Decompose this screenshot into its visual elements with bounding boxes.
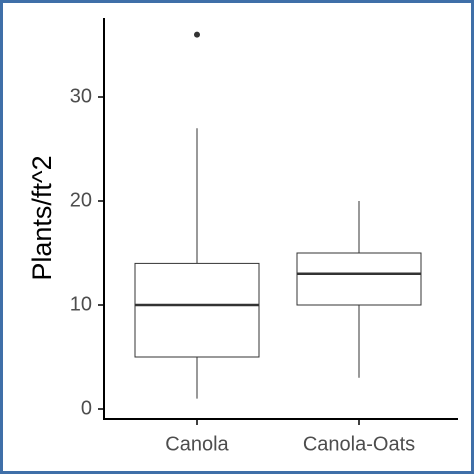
y-tick-label-30: 30	[70, 85, 92, 107]
outlier-point-canola-0	[194, 31, 200, 38]
box-canola-oats	[296, 252, 422, 306]
y-tick-label-20: 20	[70, 189, 92, 211]
y-tick-label-0: 0	[81, 397, 92, 419]
y-tick-label-10: 10	[70, 293, 92, 315]
x-tick-label-canola: Canola	[165, 433, 229, 455]
box-canola	[134, 262, 260, 358]
y-axis-title: Plants/ft^2	[27, 155, 57, 280]
x-tick-label-canola-oats: Canola-Oats	[303, 433, 415, 455]
